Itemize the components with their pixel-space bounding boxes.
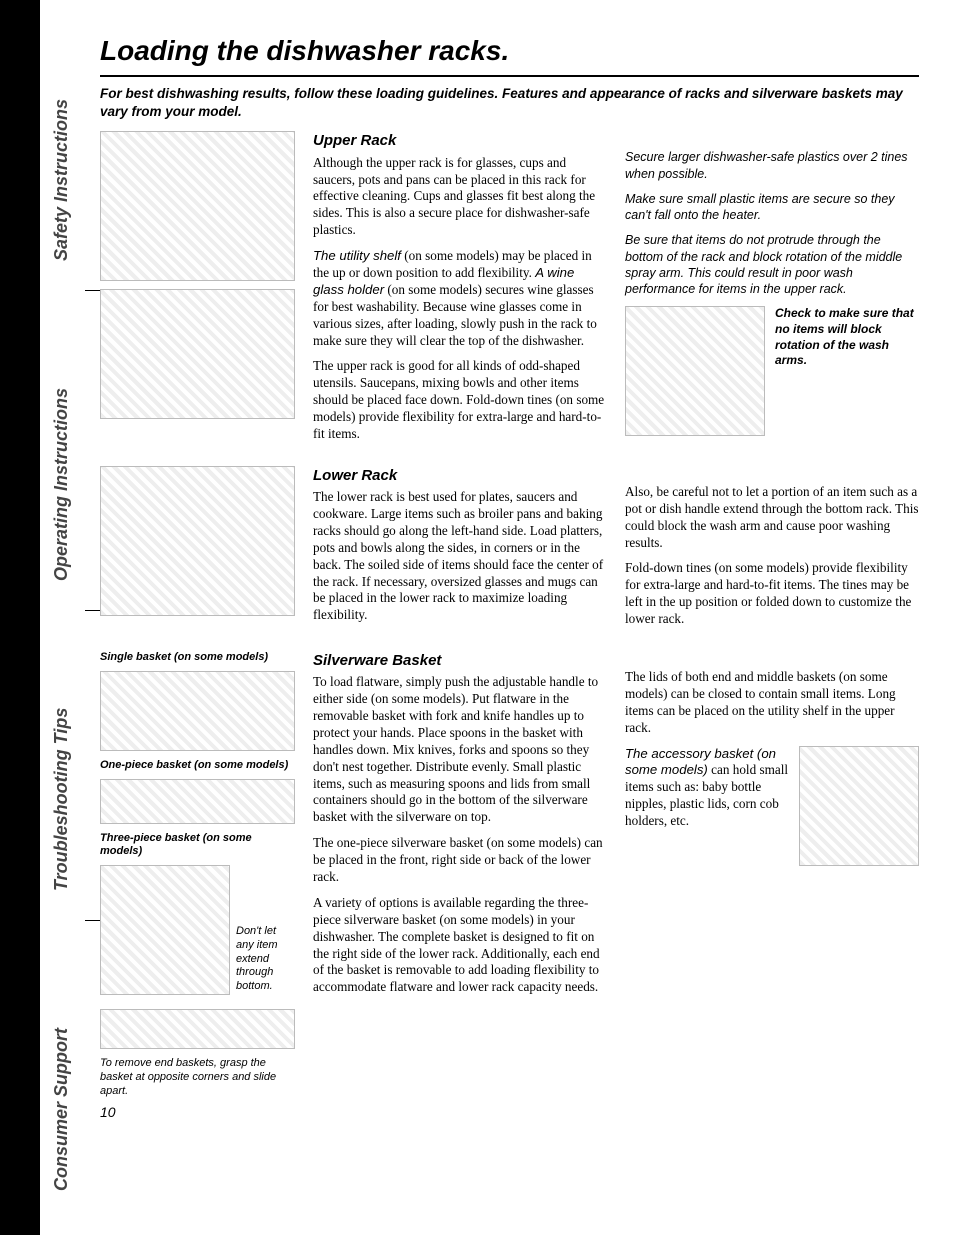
intro-text: For best dishwashing results, follow the… (100, 85, 919, 121)
wash-arm-illustration (625, 306, 765, 436)
lower-rack-illustration (100, 466, 295, 616)
wash-arm-caption: Check to make sure that no items will bl… (775, 306, 919, 368)
silverware-heading: Silverware Basket (313, 651, 607, 670)
single-basket-caption: Single basket (on some models) (100, 651, 295, 665)
upper-textcols: Upper Rack Although the upper rack is fo… (313, 131, 919, 451)
accessory-basket-illustration (799, 746, 919, 866)
remove-baskets-caption: To remove end baskets, grasp the basket … (100, 1057, 295, 1098)
tab-safety: Safety Instructions (51, 99, 72, 261)
page-content: Loading the dishwasher racks. For best d… (100, 35, 919, 1098)
silverware-col-right: The lids of both end and middle baskets … (625, 651, 919, 1098)
utility-shelf-label: The utility shelf (313, 248, 401, 263)
accessory-text: The accessory basket (on some models) ca… (625, 746, 791, 866)
three-piece-basket-caption: Three-piece basket (on some models) (100, 832, 295, 860)
three-piece-note: Don't let any item extend through bottom… (236, 865, 295, 994)
section-silverware: Single basket (on some models) One-piece… (100, 651, 919, 1098)
upper-note1: Secure larger dishwasher-safe plastics o… (625, 149, 919, 182)
remove-baskets-illustration (100, 1009, 295, 1049)
upper-rack-illustration-1 (100, 131, 295, 281)
upper-p2: The utility shelf (on some models) may b… (313, 248, 607, 349)
lower-heading: Lower Rack (313, 466, 607, 485)
upper-note3: Be sure that items do not protrude throu… (625, 232, 919, 297)
tab-troubleshooting: Troubleshooting Tips (51, 708, 72, 891)
silverware-figures: Single basket (on some models) One-piece… (100, 651, 295, 1098)
one-piece-basket-illustration (100, 779, 295, 824)
side-tabs: Safety Instructions Operating Instructio… (40, 0, 88, 1235)
upper-rack-illustration-2 (100, 289, 295, 419)
one-piece-basket-caption: One-piece basket (on some models) (100, 759, 295, 773)
silverware-textcols: Silverware Basket To load flatware, simp… (313, 651, 919, 1098)
lower-textcols: Lower Rack The lower rack is best used f… (313, 466, 919, 637)
lower-p1: The lower rack is best used for plates, … (313, 489, 607, 624)
tab-consumer: Consumer Support (51, 1028, 72, 1191)
silverware-p1: To load flatware, simply push the adjust… (313, 674, 607, 826)
lower-p3: Fold-down tines (on some models) provide… (625, 560, 919, 628)
silverware-p3: A variety of options is available regard… (313, 895, 607, 996)
tab-operating: Operating Instructions (51, 388, 72, 581)
upper-heading: Upper Rack (313, 131, 607, 150)
three-piece-basket-illustration (100, 865, 230, 995)
upper-col-right: Secure larger dishwasher-safe plastics o… (625, 131, 919, 451)
three-piece-row: Don't let any item extend through bottom… (100, 865, 295, 1003)
upper-p3: The upper rack is good for all kinds of … (313, 358, 607, 442)
lower-col-right: Also, be careful not to let a portion of… (625, 466, 919, 637)
section-upper-rack: Upper Rack Although the upper rack is fo… (100, 131, 919, 451)
page-number: 10 (100, 1104, 116, 1120)
lower-figures (100, 466, 295, 637)
lower-col-left: Lower Rack The lower rack is best used f… (313, 466, 607, 637)
single-basket-illustration (100, 671, 295, 751)
black-sidebar (0, 0, 40, 1235)
upper-col-left: Upper Rack Although the upper rack is fo… (313, 131, 607, 451)
section-lower-rack: Lower Rack The lower rack is best used f… (100, 466, 919, 637)
silverware-col-left: Silverware Basket To load flatware, simp… (313, 651, 607, 1098)
page-title: Loading the dishwasher racks. (100, 35, 919, 67)
upper-note2: Make sure small plastic items are secure… (625, 191, 919, 224)
wash-arm-figure-wrap: Check to make sure that no items will bl… (625, 306, 919, 436)
accessory-wrap: The accessory basket (on some models) ca… (625, 746, 919, 866)
silverware-p4: The lids of both end and middle baskets … (625, 669, 919, 737)
title-rule (100, 75, 919, 77)
upper-p1: Although the upper rack is for glasses, … (313, 155, 607, 239)
silverware-p2: The one-piece silverware basket (on some… (313, 835, 607, 886)
lower-p2: Also, be careful not to let a portion of… (625, 484, 919, 552)
upper-figures (100, 131, 295, 451)
